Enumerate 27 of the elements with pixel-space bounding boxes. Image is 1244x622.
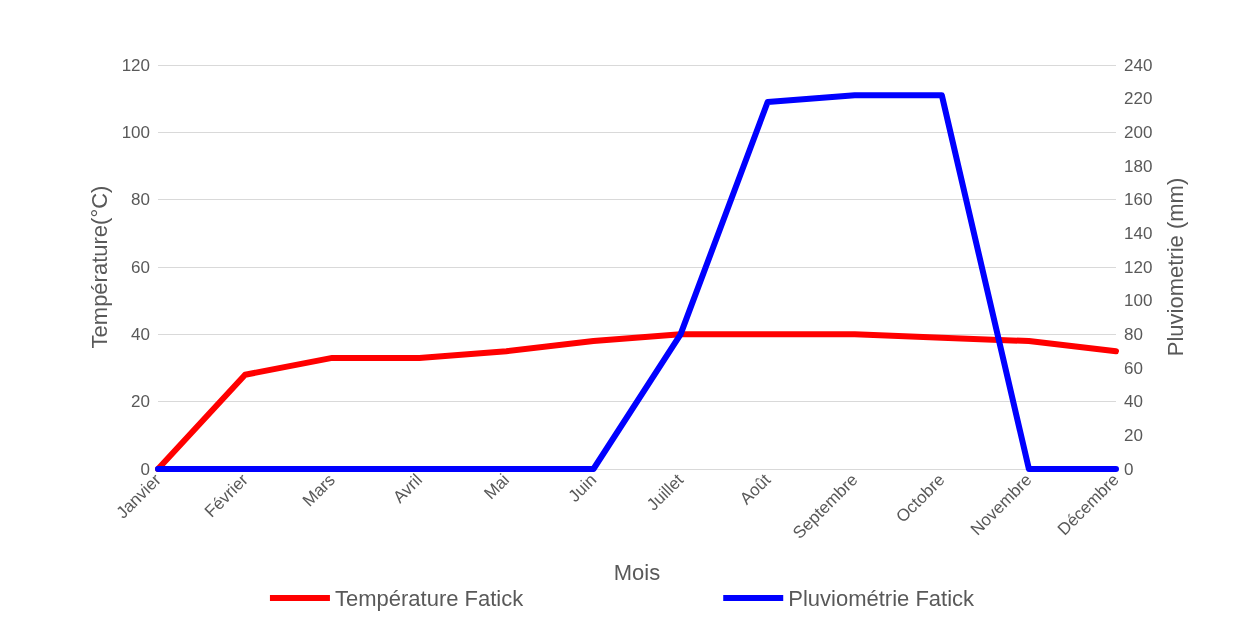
y2-tick-label: 40 bbox=[1124, 392, 1143, 412]
x-axis-title: Mois bbox=[613, 559, 661, 585]
y2-axis-title: Pluviometrie (mm) bbox=[1162, 177, 1188, 357]
y2-tick-label: 240 bbox=[1124, 55, 1153, 75]
y2-tick-label: 80 bbox=[1124, 324, 1143, 344]
y-tick-label: 0 bbox=[140, 459, 150, 479]
y2-tick-label: 220 bbox=[1124, 89, 1153, 109]
y2-tick-label: 20 bbox=[1124, 425, 1143, 445]
y2-tick-label: 200 bbox=[1124, 122, 1153, 142]
y2-tick-label: 180 bbox=[1124, 156, 1153, 176]
y-tick-label: 120 bbox=[121, 55, 150, 75]
y-tick-label: 80 bbox=[131, 190, 150, 210]
y-tick-label: 20 bbox=[131, 392, 150, 412]
y2-tick-label: 100 bbox=[1124, 291, 1153, 311]
y2-tick-label: 140 bbox=[1124, 223, 1153, 243]
y-tick-label: 40 bbox=[131, 324, 150, 344]
y-tick-label: 100 bbox=[121, 122, 150, 142]
y2-tick-label: 60 bbox=[1124, 358, 1143, 378]
legend-label: Pluviométrie Fatick bbox=[788, 585, 976, 611]
x-tick-label: Juin bbox=[564, 470, 601, 506]
y2-tick-label: 160 bbox=[1124, 190, 1153, 210]
x-tick-label: Mai bbox=[480, 470, 514, 504]
y2-tick-label: 120 bbox=[1124, 257, 1153, 277]
legend-label: Température Fatick bbox=[334, 585, 525, 611]
y-tick-label: 60 bbox=[131, 257, 150, 277]
y2-tick-label: 0 bbox=[1124, 459, 1134, 479]
y-axis-title: Température(°C) bbox=[86, 185, 112, 349]
